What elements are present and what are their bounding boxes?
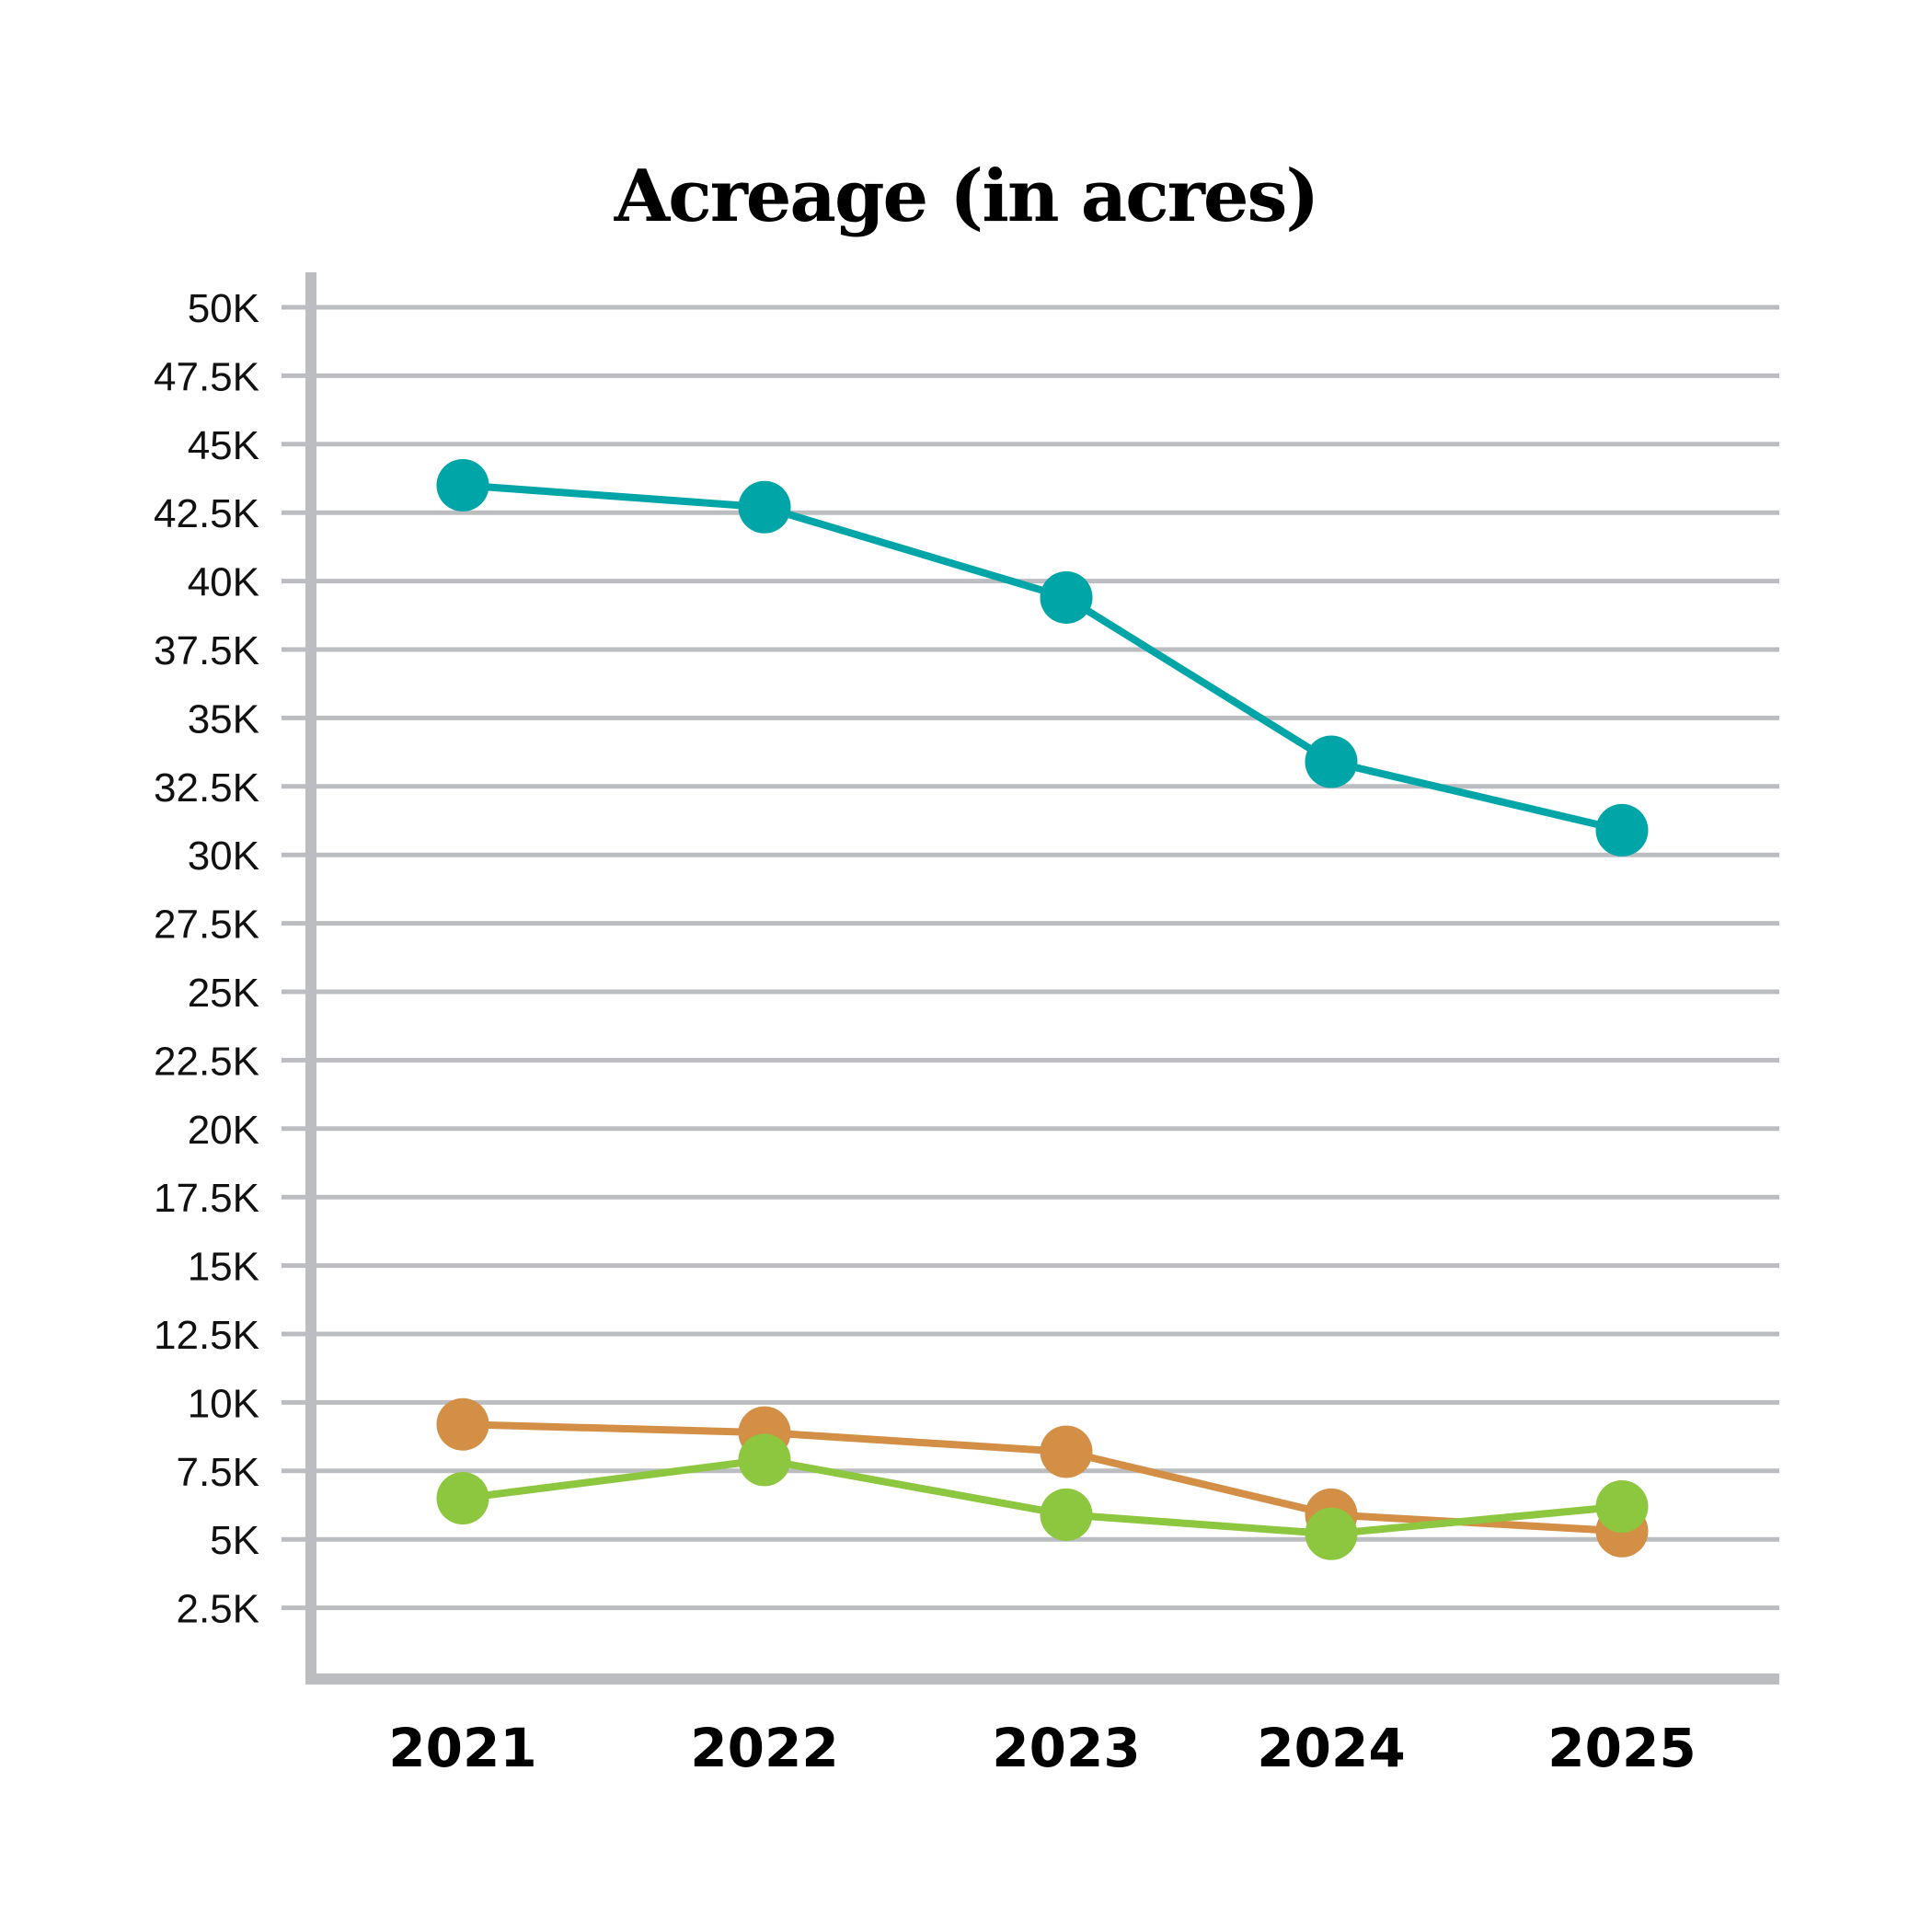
y-tick-label: 5K [210,1518,259,1563]
y-tick-label: 30K [188,834,259,879]
y-tick-label: 37.5K [154,628,259,673]
y-tick-label: 35K [188,696,259,742]
y-tick-label: 27.5K [154,903,259,948]
data-point-marker [1595,803,1649,857]
data-point-marker [1305,735,1358,788]
y-tick-label: 20K [188,1108,259,1153]
data-point-marker [1305,1507,1358,1560]
x-tick-label: 2022 [690,1717,838,1779]
y-tick-label: 15K [188,1245,259,1290]
y-tick-label: 22.5K [154,1039,259,1084]
y-tick-label: 50K [188,286,259,331]
y-tick-label: 32.5K [154,765,259,811]
series-1 [436,458,1649,857]
y-tick-label: 2.5K [176,1587,259,1632]
data-point-marker [1040,570,1093,624]
data-point-marker [436,1397,489,1451]
axes [305,272,1779,1685]
gridlines [282,305,1779,1611]
x-tick-label: 2023 [992,1717,1140,1779]
data-point-marker [1040,1425,1093,1478]
y-tick-label: 25K [188,971,259,1016]
data-point-marker [436,1472,489,1525]
data-series [436,458,1649,1560]
series-line [462,481,1623,834]
x-tick-label: 2025 [1547,1717,1696,1779]
data-point-marker [1595,1479,1649,1533]
x-tick-label: 2024 [1257,1717,1405,1779]
y-tick-label: 45K [188,423,259,468]
chart-title: Acreage (in acres) [614,155,1320,238]
y-tick-label: 42.5K [154,491,259,536]
y-tick-label: 17.5K [154,1176,259,1221]
x-axis-tick-labels: 2021 2022 2023 2024 2025 [388,1717,1696,1779]
x-tick-label: 2021 [388,1717,536,1779]
y-tick-label: 10K [188,1381,259,1426]
data-point-marker [738,1433,791,1487]
y-tick-label: 47.5K [154,354,259,399]
y-axis-tick-labels: 2.5K 5K 7.5K 10K 12.5K 15K 17.5K 20K 22.5K 25K 27.… [154,286,259,1632]
y-tick-label: 40K [188,560,259,605]
data-point-marker [436,458,489,512]
series-3 [436,1433,1649,1560]
y-tick-label: 12.5K [154,1313,259,1358]
data-point-marker [738,480,791,534]
data-point-marker [1040,1488,1093,1541]
y-tick-label: 7.5K [176,1450,259,1495]
